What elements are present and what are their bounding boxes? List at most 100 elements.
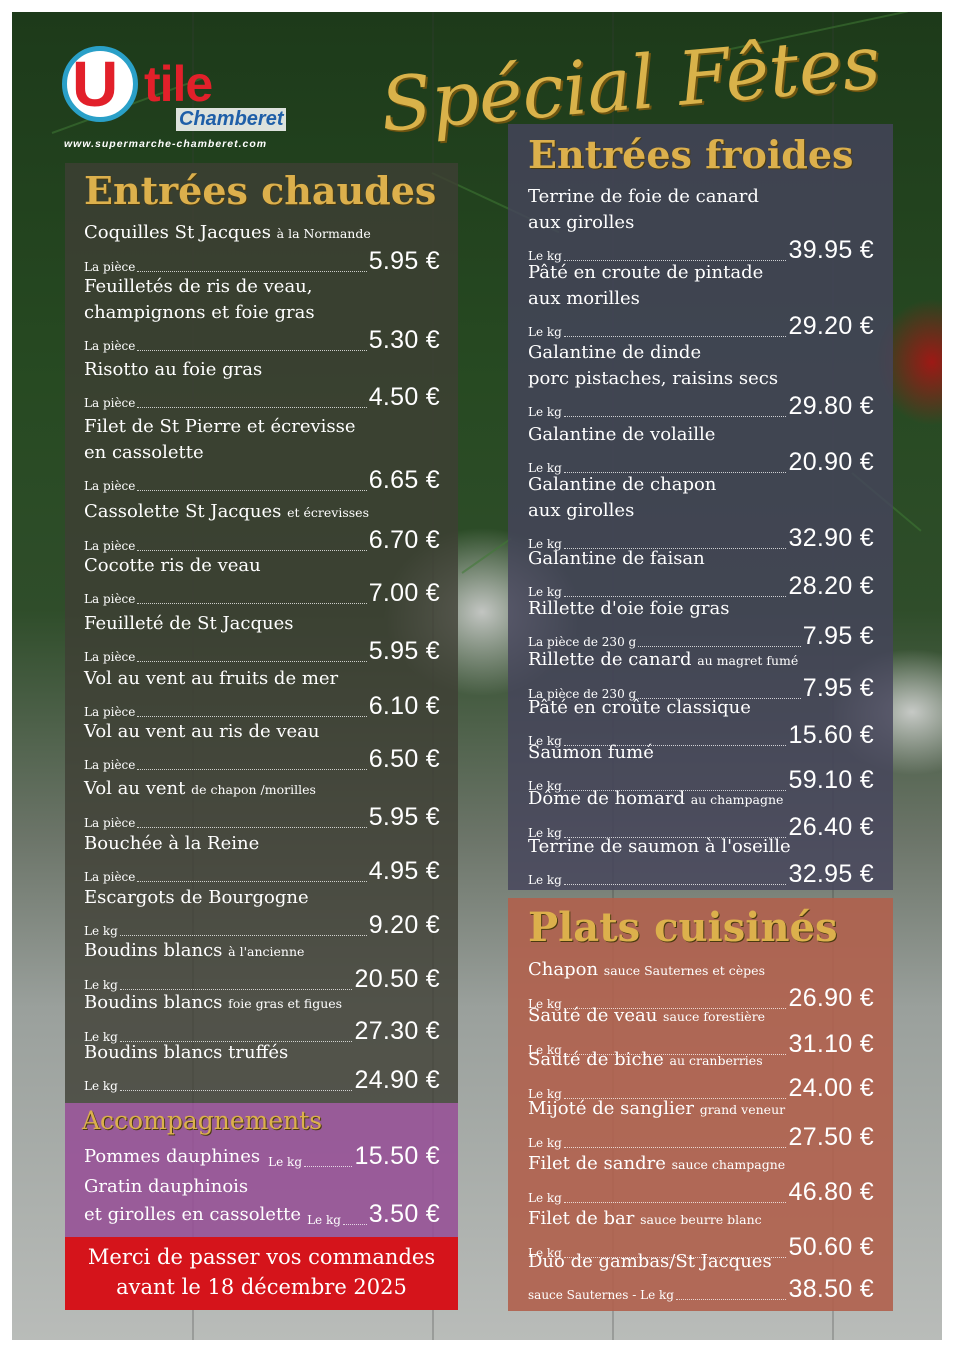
item-note: à la Normande xyxy=(276,226,371,241)
item-price: 15.60 € xyxy=(788,721,874,749)
item-name-line2: porc pistaches, raisins secs xyxy=(528,368,779,389)
item-unit: Le kg xyxy=(528,1087,562,1101)
menu-item: Saumon fumé Le kg 59.10 € xyxy=(528,740,874,794)
item-name-line: Filet de St Pierre et écrevisse xyxy=(84,414,440,440)
website-url: www.supermarche-chamberet.com xyxy=(64,138,268,150)
item-note: sauce forestière xyxy=(663,1009,766,1024)
logo-wordmark: tile xyxy=(144,56,213,112)
item-name-line: Saumon fumé xyxy=(528,740,874,766)
item-name-line: Vol au vent au ris de veau xyxy=(84,719,440,745)
item-name: Saumon fumé xyxy=(528,742,654,763)
menu-item: Vol au vent de chapon /morilles La pièce 5… xyxy=(84,776,440,831)
item-price: 5.95 € xyxy=(368,637,440,665)
item-name-line: Boudins blancs truffés xyxy=(84,1040,440,1066)
item-price: 27.50 € xyxy=(788,1123,874,1151)
price-row: Le kg 26.90 € xyxy=(528,984,874,1012)
price-row: Le kg 32.90 € xyxy=(528,524,874,552)
item-price: 32.95 € xyxy=(788,860,874,888)
dot-leader xyxy=(563,336,787,337)
panel-entrees-froides xyxy=(508,124,893,890)
menu-item: Filet de St Pierre et écrevisse en cassol… xyxy=(84,414,440,494)
item-name-line: Galantine de chapon xyxy=(528,472,874,498)
item-unit: La pièce xyxy=(84,539,136,553)
item-unit: Le kg xyxy=(528,249,562,263)
price-row: La pièce 4.50 € xyxy=(84,383,440,411)
dot-leader xyxy=(119,935,367,936)
dot-leader xyxy=(563,260,787,261)
item-name: Galantine de dinde xyxy=(528,342,702,363)
item-unit: La pièce xyxy=(84,339,136,353)
item-price: 27.30 € xyxy=(354,1017,440,1045)
item-name: Duo de gambas/St Jacques xyxy=(528,1251,772,1272)
item-name: Pâté en croûte classique xyxy=(528,697,751,718)
item-note: au champagne xyxy=(690,792,784,807)
menu-item: Rillette d'oie foie gras La pièce de 230 … xyxy=(528,596,874,650)
item-note: au cranberries xyxy=(669,1053,763,1068)
item-name-line2: en cassolette xyxy=(84,442,204,463)
item-unit: Le kg xyxy=(528,405,562,419)
menu-item: Vol au vent au fruits de mer La pièce 6.10… xyxy=(84,666,440,720)
item-name: Pâté en croute de pintade xyxy=(528,262,764,283)
item-name-line2: aux girolles xyxy=(528,212,635,233)
item-unit: Le kg xyxy=(528,826,562,840)
item-name-line: Cassolette St Jacques et écrevisses xyxy=(84,499,440,526)
panel-accompagnements xyxy=(65,1103,458,1237)
price-row: La pièce de 230 g 7.95 € xyxy=(528,622,874,650)
item-note: foie gras et figues xyxy=(228,996,343,1011)
menu-item: Duo de gambas/St Jacques sauce Sauternes … xyxy=(528,1249,874,1303)
item-price: 24.90 € xyxy=(354,1066,440,1094)
item-name: Gratin dauphinois xyxy=(84,1176,249,1197)
item-name-line: Sauté de biche au cranberries xyxy=(528,1047,874,1074)
item-note: sauce beurre blanc xyxy=(640,1212,762,1227)
menu-item: Boudins blancs truffés Le kg 24.90 € xyxy=(84,1040,440,1094)
dot-leader xyxy=(137,350,367,351)
menu-item: Sauté de veau sauce forestière Le kg 31.10… xyxy=(528,1003,874,1058)
item-note: sauce champagne xyxy=(671,1157,786,1172)
item-name: Filet de sandre xyxy=(528,1153,666,1174)
section-title-entrees-chaudes: Entrées chaudes xyxy=(84,168,437,213)
item-price: 38.50 € xyxy=(788,1275,874,1303)
item-name-line: Filet de sandre sauce champagne xyxy=(528,1151,874,1178)
price-row: La pièce de 230 g 7.95 € xyxy=(528,674,874,702)
item-name-line: Vol au vent de chapon /morilles xyxy=(84,776,440,803)
menu-item: Escargots de Bourgogne Le kg 9.20 € xyxy=(84,885,440,939)
dot-leader xyxy=(137,881,367,882)
dot-leader xyxy=(563,1257,787,1258)
price-row: sauce Sauternes - Le kg 38.50 € xyxy=(528,1275,874,1303)
dot-leader xyxy=(563,1098,787,1099)
item-name: Pommes dauphines xyxy=(84,1146,261,1167)
dot-leader xyxy=(137,716,367,717)
menu-item: Boudins blancs foie gras et figues Le kg 2… xyxy=(84,990,440,1045)
menu-item: Feuilleté de St Jacques La pièce 5.95 € xyxy=(84,611,440,665)
item-unit: La pièce xyxy=(84,870,136,884)
item-price: 5.95 € xyxy=(368,803,440,831)
dot-leader xyxy=(137,661,367,662)
item-name: Cassolette St Jacques xyxy=(84,501,282,522)
menu-item: Galantine de faisan Le kg 28.20 € xyxy=(528,546,874,600)
item-unit: La pièce xyxy=(84,705,136,719)
item-name-line: Vol au vent au fruits de mer xyxy=(84,666,440,692)
dot-leader xyxy=(137,550,367,551)
item-unit: Le kg xyxy=(528,997,562,1011)
item-name-line: Pâté en croûte classique xyxy=(528,695,874,721)
menu-item: Pommes dauphines Le kg 15.50 € xyxy=(84,1142,440,1170)
item-name: Rillette de canard xyxy=(528,649,692,670)
menu-item: Filet de sandre sauce champagne Le kg 46.8… xyxy=(528,1151,874,1206)
item-price: 26.40 € xyxy=(788,813,874,841)
item-unit: La pièce xyxy=(84,592,136,606)
dot-leader xyxy=(137,769,367,770)
item-name-line: Terrine de saumon à l'oseille xyxy=(528,834,874,860)
panel-plats-cuisines xyxy=(508,898,893,1311)
dot-leader xyxy=(638,698,801,699)
menu-item: Risotto au foie gras La pièce 4.50 € xyxy=(84,357,440,411)
item-name: Feuilleté de St Jacques xyxy=(84,613,294,634)
item-price: 6.70 € xyxy=(368,526,440,554)
price-row: Le kg 50.60 € xyxy=(528,1233,874,1261)
dot-leader xyxy=(563,1147,787,1148)
price-row: Le kg 29.80 € xyxy=(528,392,874,420)
item-price: 15.50 € xyxy=(354,1142,440,1170)
item-unit: La pièce de 230 g xyxy=(528,635,637,649)
item-unit: Le kg xyxy=(528,873,562,887)
item-unit: Le kg xyxy=(528,1043,562,1057)
item-unit: Le kg xyxy=(268,1155,303,1169)
